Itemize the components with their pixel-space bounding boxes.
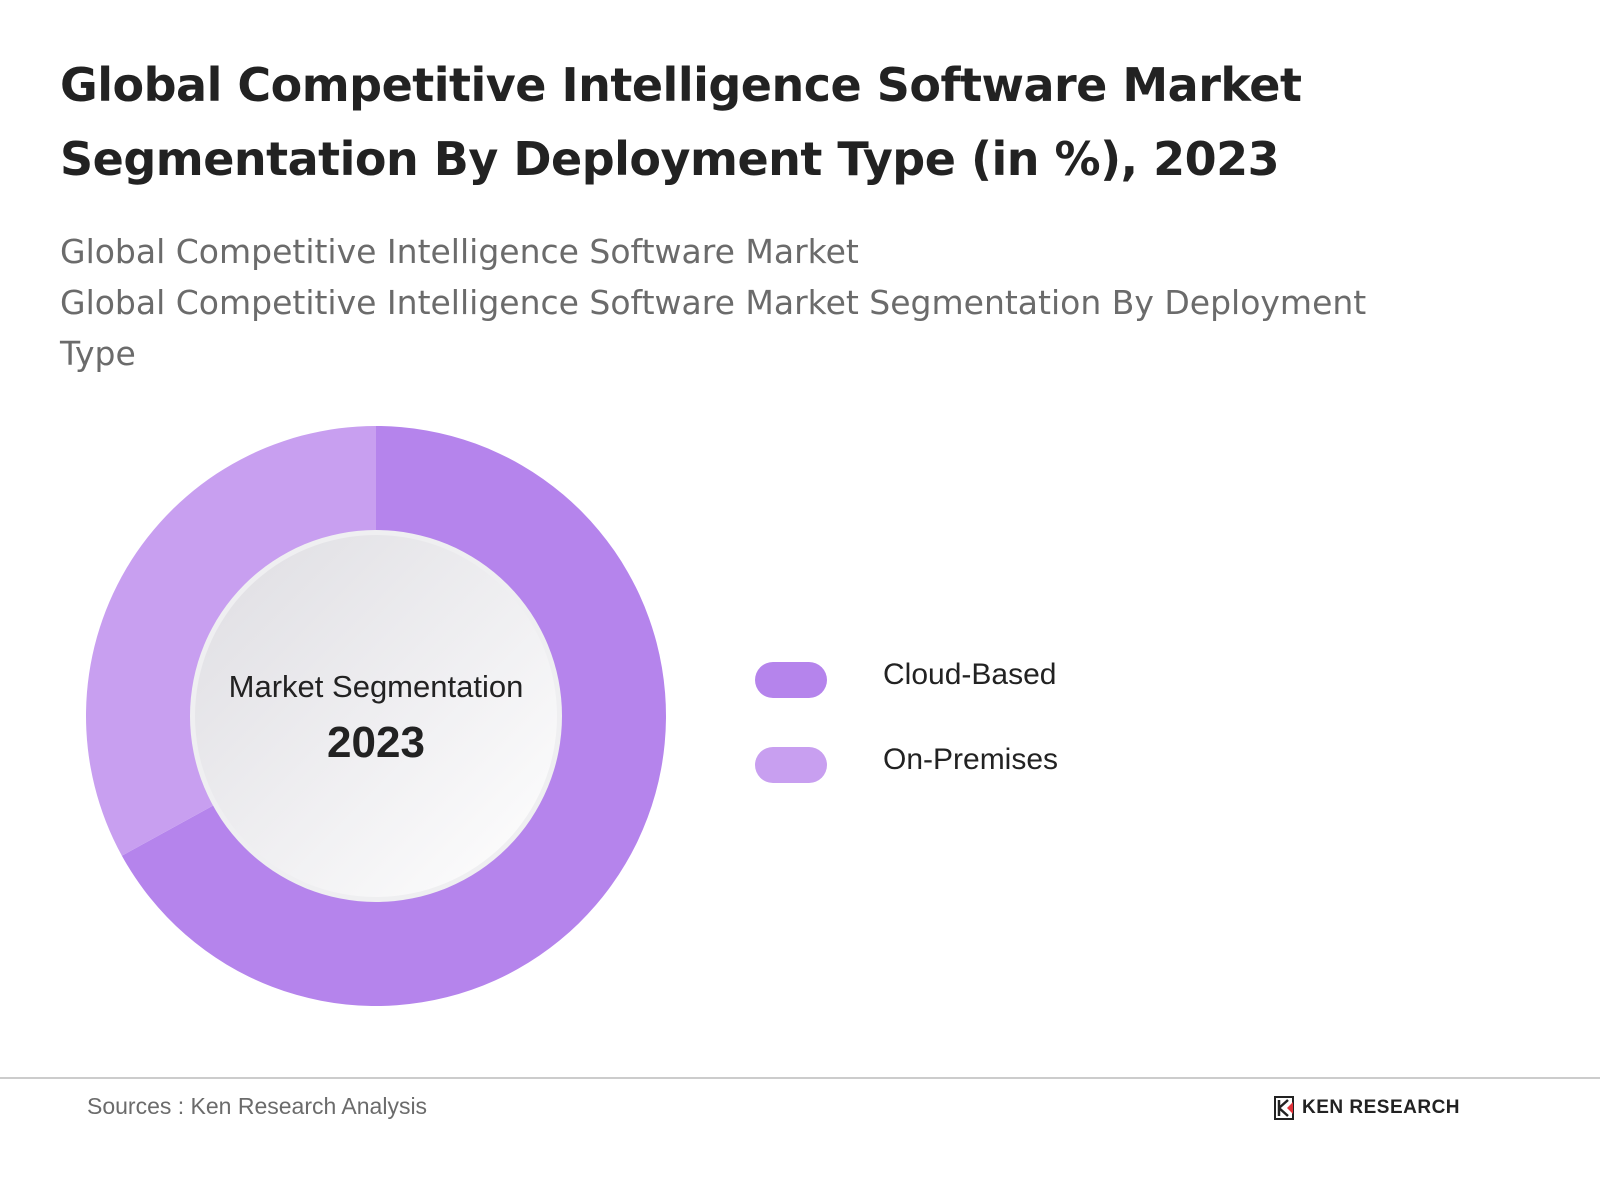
slice-cloud-based <box>121 426 666 1006</box>
legend-swatch <box>755 747 827 783</box>
slice-on-premises <box>86 426 377 856</box>
center-value: 2023 <box>327 718 425 767</box>
subtitle-line-1: Global Competitive Intelligence Software… <box>60 232 859 271</box>
logo-text: KEN RESEARCH <box>1302 1097 1461 1118</box>
center-label: Market Segmentation <box>229 669 524 704</box>
chart-subtitle: Global Competitive Intelligence Software… <box>60 226 1440 379</box>
legend-label: On-Premises <box>883 743 1059 776</box>
legend-swatch <box>755 662 827 698</box>
donut-chart: Market Segmentation 2023 <box>86 426 666 1006</box>
subtitle-line-2: Global Competitive Intelligence Software… <box>60 283 1367 373</box>
donut-hole <box>195 535 557 897</box>
footer-divider <box>0 1077 1600 1079</box>
legend-label: Cloud-Based <box>883 658 1057 691</box>
chart-title: Global Competitive Intelligence Software… <box>60 58 1302 186</box>
ken-research-logo: KEN RESEARCH <box>1274 1096 1460 1120</box>
source-note: Sources : Ken Research Analysis <box>87 1093 428 1119</box>
logo-icon <box>1274 1096 1294 1120</box>
